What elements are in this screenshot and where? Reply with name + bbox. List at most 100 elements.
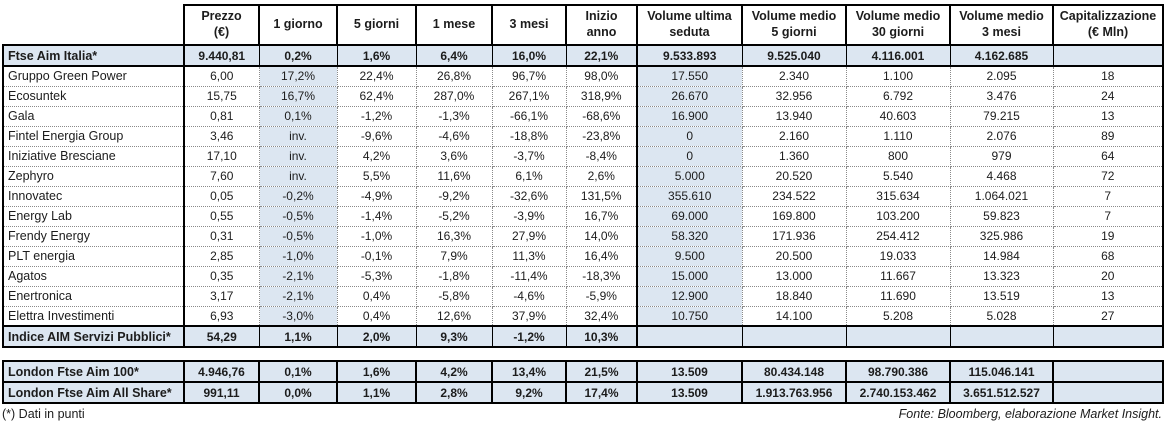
column-header: Volume medio 5 giorni (741, 4, 847, 46)
value-cell: 1.913.763.956 (741, 381, 847, 404)
value-cell: 24 (1052, 85, 1164, 107)
value-cell: 6,93 (183, 305, 260, 327)
value-cell: inv. (258, 125, 338, 147)
table-row: London Ftse Aim 100* 4.946,76 0,1% 1,6% 4,2%… (2, 360, 1164, 383)
row-name-cell: Indice AIM Servizi Pubblici* (2, 325, 185, 348)
value-cell: -32,6% (491, 185, 567, 207)
value-cell: 20.500 (741, 245, 847, 267)
value-cell: 6.792 (845, 85, 951, 107)
value-cell: 0 (636, 125, 743, 147)
value-cell: 7,9% (415, 245, 493, 267)
aim-italia-table: Prezzo (€) 1 giorno 5 giorni 1 mese 3 mesi In… (2, 4, 1164, 348)
row-name-cell: Agatos (2, 265, 185, 287)
value-cell (1052, 44, 1164, 67)
value-cell: 1.064.021 (949, 185, 1054, 207)
value-cell: 18 (1052, 65, 1164, 87)
value-cell: 9,3% (415, 325, 493, 348)
value-cell: 5.000 (636, 165, 743, 187)
value-cell: 0,4% (336, 305, 417, 327)
table-row: Innovatec 0,05 -0,2% -4,9% -9,2% -32,6% 131,5%… (2, 185, 1164, 207)
value-cell: -8,4% (565, 145, 638, 167)
value-cell: 0,55 (183, 205, 260, 227)
value-cell: -4,6% (415, 125, 493, 147)
row-name-cell: Iniziative Bresciane (2, 145, 185, 167)
value-cell: 0 (636, 145, 743, 167)
value-cell (741, 325, 847, 348)
value-cell: 0,2% (258, 44, 338, 67)
value-cell: 98.790.386 (845, 360, 951, 383)
column-header: 1 giorno (258, 4, 338, 46)
value-cell: 14,0% (565, 225, 638, 247)
value-cell: 17.550 (636, 65, 743, 87)
value-cell: 5.208 (845, 305, 951, 327)
value-cell: 2.340 (741, 65, 847, 87)
value-cell: 1.100 (845, 65, 951, 87)
value-cell: -1,8% (415, 265, 493, 287)
value-cell: -5,8% (415, 285, 493, 307)
value-cell: 9.533.893 (636, 44, 743, 67)
value-cell: 13.519 (949, 285, 1054, 307)
value-cell: -68,6% (565, 105, 638, 127)
value-cell: 7 (1052, 185, 1164, 207)
value-cell: 12.900 (636, 285, 743, 307)
value-cell: 10,3% (565, 325, 638, 348)
value-cell: -66,1% (491, 105, 567, 127)
value-cell: 13 (1052, 285, 1164, 307)
value-cell: -11,4% (491, 265, 567, 287)
value-cell: 267,1% (491, 85, 567, 107)
value-cell: -1,0% (258, 245, 338, 267)
value-cell: 96,7% (491, 65, 567, 87)
value-cell: -2,1% (258, 285, 338, 307)
value-cell: 0,35 (183, 265, 260, 287)
value-cell: 4,2% (336, 145, 417, 167)
value-cell: -1,0% (336, 225, 417, 247)
value-cell: 54,29 (183, 325, 260, 348)
table-row: Ecosuntek 15,75 16,7% 62,4% 287,0% 267,1% 318,… (2, 85, 1164, 107)
value-cell: 5.540 (845, 165, 951, 187)
value-cell: 4.946,76 (183, 360, 260, 383)
value-cell: 1,1% (258, 325, 338, 348)
value-cell: -4,6% (491, 285, 567, 307)
value-cell: 22,4% (336, 65, 417, 87)
corner-cell (3, 5, 184, 45)
value-cell: 14.100 (741, 305, 847, 327)
value-cell: -0,1% (336, 245, 417, 267)
value-cell: 15.000 (636, 265, 743, 287)
source-note: Fonte: Bloomberg, elaborazione Market In… (898, 407, 1162, 421)
value-cell: 5.028 (949, 305, 1054, 327)
value-cell: -5,2% (415, 205, 493, 227)
value-cell: 103.200 (845, 205, 951, 227)
value-cell (949, 325, 1054, 348)
value-cell: 0,05 (183, 185, 260, 207)
row-name-cell: Energy Lab (2, 205, 185, 227)
value-cell: 89 (1052, 125, 1164, 147)
value-cell: 79.215 (949, 105, 1054, 127)
value-cell: 19.033 (845, 245, 951, 267)
row-name-cell: Enertronica (2, 285, 185, 307)
value-cell: 131,5% (565, 185, 638, 207)
table-row: Gala 0,81 0,1% -1,2% -1,3% -66,1% -68,6% 16.900… (2, 105, 1164, 127)
value-cell: -5,3% (336, 265, 417, 287)
table-row: Ftse Aim Italia* 9.440,81 0,2% 1,6% 6,4% 16,0… (2, 44, 1164, 67)
value-cell: 9,2% (491, 381, 567, 404)
value-cell: -1,2% (491, 325, 567, 348)
value-cell: -1,4% (336, 205, 417, 227)
value-cell: 98,0% (565, 65, 638, 87)
value-cell: 32,4% (565, 305, 638, 327)
value-cell: 62,4% (336, 85, 417, 107)
table-row: Elettra Investimenti 6,93 -3,0% 0,4% 12,6% 37… (2, 305, 1164, 327)
value-cell: 16,7% (258, 85, 338, 107)
value-cell: 11,6% (415, 165, 493, 187)
value-cell: 15,75 (183, 85, 260, 107)
value-cell: 72 (1052, 165, 1164, 187)
row-name-cell: Gala (2, 105, 185, 127)
value-cell: -0,5% (258, 205, 338, 227)
value-cell: 3,6% (415, 145, 493, 167)
table-row: Enertronica 3,17 -2,1% 0,4% -5,8% -4,6% -5,9% 1… (2, 285, 1164, 307)
column-header: 5 giorni (336, 4, 417, 46)
value-cell: 0,4% (336, 285, 417, 307)
value-cell: 11,3% (491, 245, 567, 267)
value-cell: 16,4% (565, 245, 638, 267)
row-name-cell: Ecosuntek (2, 85, 185, 107)
value-cell: -3,9% (491, 205, 567, 227)
